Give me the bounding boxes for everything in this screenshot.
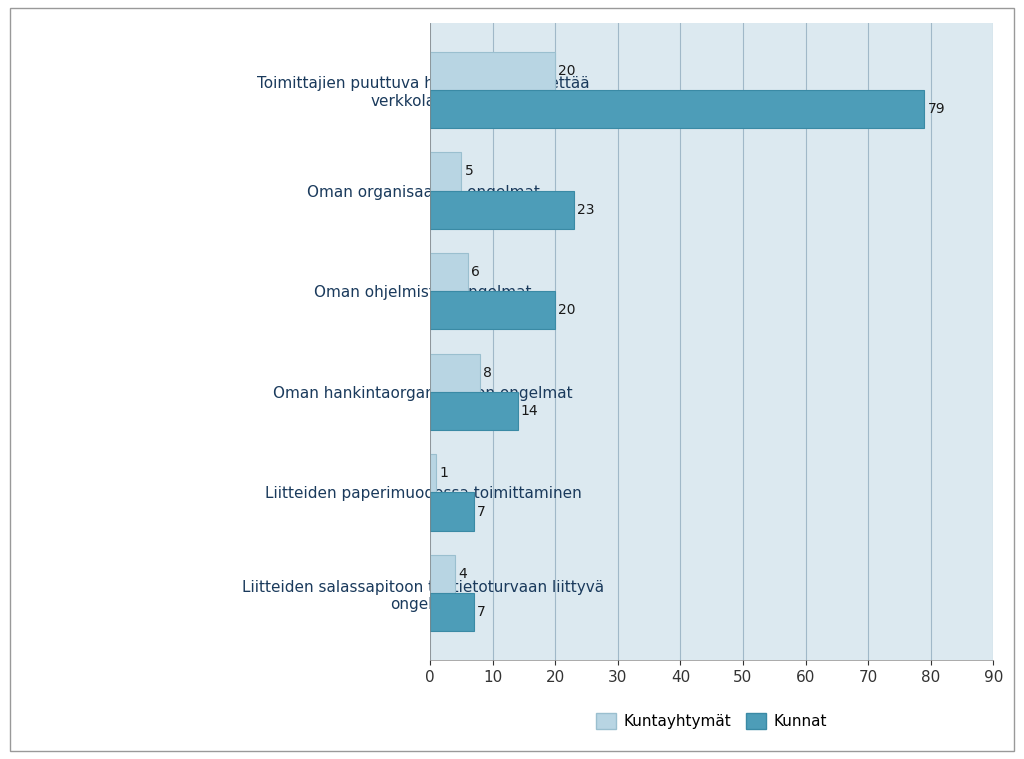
- Bar: [430, 52, 555, 90]
- Text: 7: 7: [477, 605, 485, 619]
- Bar: [430, 153, 462, 191]
- Bar: [430, 392, 518, 430]
- Legend: Kuntayhtymät, Kunnat: Kuntayhtymät, Kunnat: [590, 707, 834, 735]
- Bar: [430, 291, 555, 329]
- Bar: [430, 593, 474, 631]
- Text: 79: 79: [928, 102, 945, 116]
- Bar: [430, 191, 574, 229]
- Text: 7: 7: [477, 505, 485, 518]
- Text: 20: 20: [558, 304, 575, 317]
- Text: 4: 4: [459, 567, 467, 581]
- Text: 14: 14: [521, 404, 539, 418]
- Bar: [430, 454, 436, 493]
- Bar: [430, 354, 480, 392]
- Bar: [430, 555, 455, 593]
- Text: 1: 1: [439, 466, 449, 480]
- Text: 20: 20: [558, 64, 575, 78]
- Text: 5: 5: [465, 165, 473, 178]
- Text: 23: 23: [578, 203, 595, 217]
- Text: 8: 8: [483, 366, 493, 380]
- Text: 6: 6: [471, 265, 479, 279]
- Bar: [430, 90, 925, 128]
- Bar: [430, 253, 468, 291]
- Bar: [430, 493, 474, 531]
